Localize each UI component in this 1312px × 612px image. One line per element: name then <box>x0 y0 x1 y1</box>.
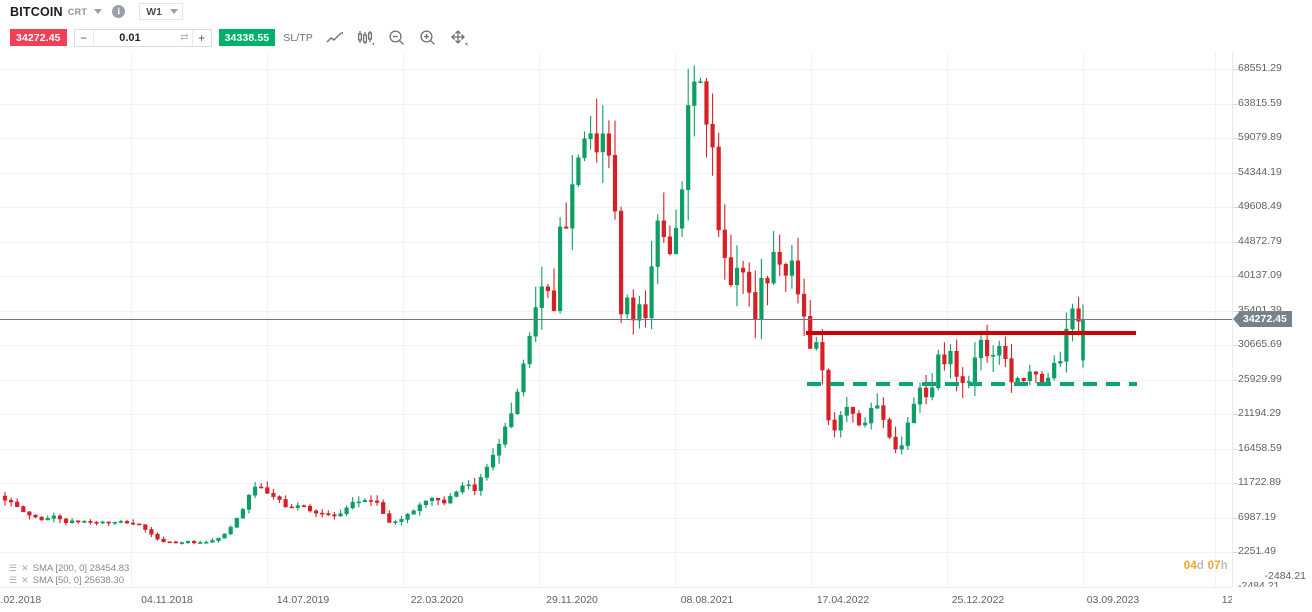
time-tick-label: 22.03.2020 <box>410 594 464 606</box>
close-icon[interactable]: ✕ <box>21 562 29 573</box>
price-tick-label: 49608.49 <box>1233 200 1282 212</box>
time-tick-label: 04.11.2018 <box>141 594 193 606</box>
symbol-suffix: CRT <box>67 6 88 17</box>
current-price-label: 34272.45 <box>1240 311 1292 327</box>
grid-line-horizontal <box>0 104 1232 105</box>
tick-mark <box>1233 207 1238 209</box>
tick-mark <box>1233 345 1238 347</box>
quantity-increment-button[interactable]: + <box>191 29 211 46</box>
time-tick-label: 25.02.2018 <box>0 594 42 606</box>
list-icon[interactable]: ☰ <box>9 562 18 573</box>
list-icon[interactable]: ☰ <box>9 574 18 585</box>
price-tick-label: 16458.59 <box>1233 442 1282 454</box>
price-tick-label: 21194.29 <box>1233 407 1281 419</box>
tick-mark <box>1233 138 1238 140</box>
tick-mark <box>1233 241 1238 243</box>
grid-line-horizontal <box>0 552 1232 553</box>
countdown-hours-unit: h <box>1220 560 1228 572</box>
quantity-input[interactable]: 0.01 <box>119 31 141 44</box>
current-price-line <box>0 319 1232 320</box>
tick-mark <box>1233 379 1238 381</box>
symbol-bar: BITCOIN CRT i W1 <box>0 0 1312 23</box>
chevron-down-icon[interactable] <box>169 9 178 14</box>
indicator-legend: ☰ ✕ SMA [200, 0] 28454.83 ☰ ✕ SMA [50, 0… <box>9 562 129 586</box>
buy-button[interactable]: 34338.55 <box>218 29 276 46</box>
countdown-days-value: 04 <box>1183 560 1197 572</box>
grid-line-horizontal <box>0 449 1232 450</box>
tick-mark <box>1233 414 1238 416</box>
sell-button[interactable]: 34272.45 <box>10 29 67 46</box>
axis-corner <box>1232 587 1312 612</box>
tick-mark <box>1233 103 1238 105</box>
quantity-stepper[interactable]: − 0.01 ⇄ + <box>73 28 212 47</box>
grid-line-horizontal <box>0 414 1232 415</box>
axis-last-value: -2484.21 <box>1264 570 1306 582</box>
tick-mark <box>1233 276 1238 278</box>
current-price-arrow <box>1233 311 1240 327</box>
grid-line-horizontal <box>0 518 1232 519</box>
tick-mark <box>1233 517 1238 519</box>
price-tick-label: 59079.89 <box>1233 131 1282 143</box>
chevron-down-icon[interactable] <box>94 9 103 14</box>
symbol-name[interactable]: BITCOIN <box>10 4 63 19</box>
time-tick-label: 25.12.2022 <box>951 594 1005 606</box>
indicator-row[interactable]: ☰ ✕ SMA [50, 0] 25638.30 <box>9 574 129 586</box>
tick-mark <box>1233 448 1238 450</box>
candlestick-chart-icon[interactable] <box>357 29 375 47</box>
price-tick-label: 44872.79 <box>1233 235 1282 247</box>
time-axis[interactable]: 25.02.2018 04.11.2018 14.07.2019 22.03.2020… <box>0 587 1312 612</box>
resistance-line[interactable] <box>806 331 1136 335</box>
indicator-label: SMA [50, 0] 25638.30 <box>32 574 124 586</box>
tick-mark <box>1233 172 1238 174</box>
grid-line-horizontal <box>0 69 1232 70</box>
timeframe-selector[interactable]: W1 <box>139 3 183 20</box>
time-tick-label: 03.09.2023 <box>1086 594 1140 606</box>
close-icon[interactable]: ✕ <box>21 574 29 585</box>
price-tick-label: 68551.29 <box>1233 62 1282 74</box>
indicator-row[interactable]: ☰ ✕ SMA [200, 0] 28454.83 <box>9 562 129 574</box>
zoom-out-icon[interactable] <box>388 29 406 47</box>
info-icon[interactable]: i <box>112 5 126 18</box>
time-tick-label: 29.11.2020 <box>546 594 598 606</box>
chart-plot-area[interactable] <box>0 52 1232 587</box>
tick-mark <box>1233 483 1238 485</box>
price-tick-label: 25929.99 <box>1233 373 1282 385</box>
price-axis[interactable]: 68551.29 63815.59 59079.89 54344.19 49608.49… <box>1232 52 1312 592</box>
price-tick-label: 30665.69 <box>1233 338 1282 350</box>
bar-countdown: 04d 07h <box>1184 560 1228 572</box>
sl-tp-button[interactable]: SL/TP <box>283 31 313 44</box>
grid-line-horizontal <box>0 138 1232 139</box>
time-tick-label: 08.08.2021 <box>680 594 734 606</box>
pan-move-icon[interactable] <box>450 29 468 47</box>
support-line[interactable] <box>807 382 1137 386</box>
candlestick-series <box>2 65 1085 545</box>
grid-line-horizontal <box>0 380 1232 381</box>
price-tick-label: 11722.89 <box>1233 476 1281 488</box>
swap-units-icon[interactable]: ⇄ <box>180 32 189 43</box>
grid-line-horizontal <box>0 345 1232 346</box>
time-tick-label: 14.07.2019 <box>276 594 330 606</box>
countdown-days-unit: d <box>1196 560 1205 572</box>
time-tick-label: 17.04.2022 <box>816 594 870 606</box>
price-tick-label: 63815.59 <box>1233 97 1282 109</box>
countdown-hours-value: 07 <box>1207 560 1221 572</box>
line-chart-icon[interactable] <box>326 29 344 47</box>
tick-mark <box>1233 69 1238 71</box>
grid-line-horizontal <box>0 276 1232 277</box>
grid-line-horizontal <box>0 311 1232 312</box>
price-tick-label: 54344.19 <box>1233 166 1282 178</box>
timeframe-label: W1 <box>146 5 162 18</box>
tick-mark <box>1233 552 1238 554</box>
grid-line-horizontal <box>0 483 1232 484</box>
zoom-in-icon[interactable] <box>419 29 437 47</box>
price-tick-label: 6987.19 <box>1233 511 1276 523</box>
quantity-decrement-button[interactable]: − <box>75 29 94 46</box>
indicator-label: SMA [200, 0] 28454.83 <box>32 562 130 574</box>
price-tick-label: 2251.49 <box>1233 545 1276 557</box>
price-tick-label: 40137.09 <box>1233 269 1282 281</box>
grid-line-horizontal <box>0 242 1232 243</box>
trade-toolbar: 34272.45 − 0.01 ⇄ + 34338.55 SL/TP <box>0 23 1312 52</box>
